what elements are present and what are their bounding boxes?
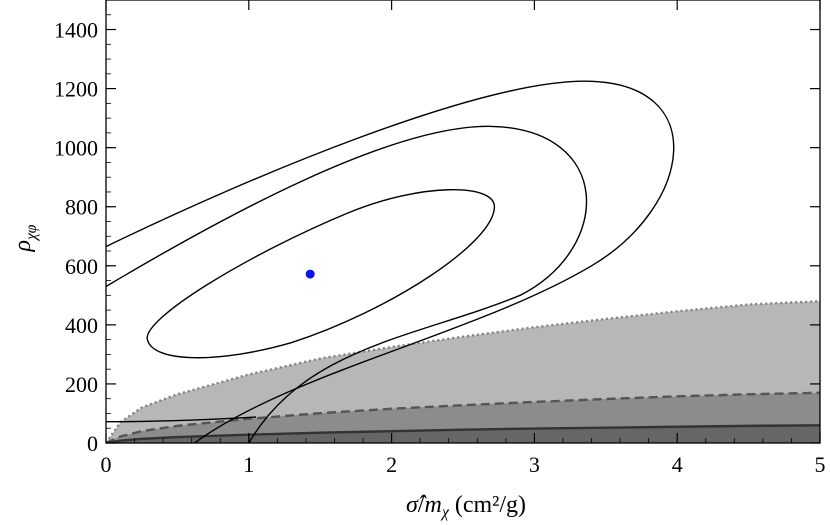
best-fit-points <box>305 269 315 279</box>
contour-line-3 <box>106 80 675 443</box>
axis-ticks: 0 1 2 3 4 5 0 200 400 600 800 1000 1200 1400 <box>54 0 826 477</box>
best-fit-point <box>305 269 315 279</box>
y-tick-label: 400 <box>65 313 98 338</box>
excluded-regions <box>106 300 820 443</box>
x-tick-label: 1 <box>243 452 254 477</box>
x-tick-label: 0 <box>101 452 112 477</box>
contour-lines <box>106 80 675 443</box>
y-tick-label: 800 <box>65 195 98 220</box>
y-tick-label: 1400 <box>54 18 98 43</box>
y-tick-label: 600 <box>65 254 98 279</box>
y-axis-label: ρχφ <box>10 224 40 252</box>
contour-line-2 <box>106 125 588 443</box>
excluded-region-boundary-1 <box>106 300 820 443</box>
x-axis-label: σ̂/mχ (cm²/g) <box>406 492 526 521</box>
x-tick-label: 4 <box>672 452 683 477</box>
excluded-region-3 <box>106 425 820 443</box>
x-tick-label: 3 <box>529 452 540 477</box>
y-tick-label: 0 <box>87 431 98 456</box>
y-tick-label: 1000 <box>54 136 98 161</box>
y-tick-label: 1200 <box>54 77 98 102</box>
extra-contour-line <box>106 416 256 423</box>
contour-line-1 <box>146 189 496 359</box>
excluded-region-boundary-2 <box>106 391 820 443</box>
y-tick-label: 200 <box>65 372 98 397</box>
x-tick-label: 2 <box>386 452 397 477</box>
x-tick-label: 5 <box>815 452 826 477</box>
excluded-region-boundary-3 <box>106 424 820 443</box>
